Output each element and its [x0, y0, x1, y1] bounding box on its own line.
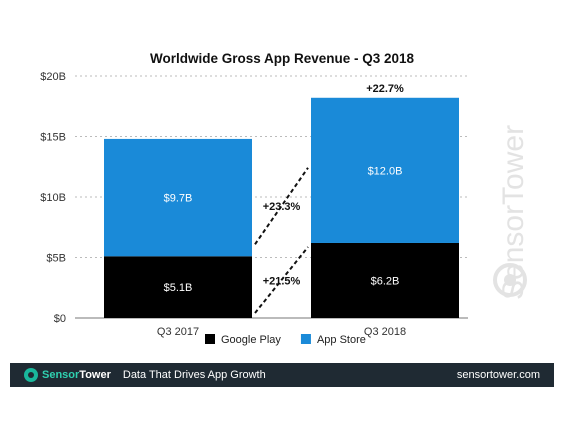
bar-data-label: $12.0B [368, 165, 403, 177]
legend: Google Play App Store [205, 334, 366, 346]
total-growth-label: +22.7% [366, 83, 404, 95]
x-axis: Q3 2017 Q3 2018 [157, 326, 406, 338]
app-store-growth-label: +23.3% [263, 201, 301, 213]
footer-brand-sensor: Sensor [42, 369, 80, 381]
y-tick-label: $0 [54, 313, 66, 325]
bar-segment [311, 97, 459, 243]
y-tick-label: $15B [40, 132, 66, 144]
sensortower-logo-icon [24, 368, 38, 382]
watermark-logo-icon [493, 263, 527, 297]
bar-segment [104, 138, 252, 257]
watermark: SensorTower [493, 125, 530, 300]
footer-banner: Sensor Tower Data That Drives App Growth… [10, 363, 554, 387]
bar-segment [104, 256, 252, 318]
footer-url[interactable]: sensortower.com [456, 369, 540, 381]
y-tick-label: $20B [40, 71, 66, 83]
legend-label: Google Play [221, 334, 281, 346]
chart-title: Worldwide Gross App Revenue - Q3 2018 [150, 51, 415, 66]
footer-brand-tower: Tower [79, 369, 111, 381]
legend-swatch [205, 334, 215, 344]
bar-data-label: $6.2B [371, 275, 400, 287]
chart: Worldwide Gross App Revenue - Q3 2018 $0… [40, 51, 530, 346]
bar-segment [311, 242, 459, 318]
watermark-text: SensorTower [497, 125, 530, 300]
growth-annotations: +21.5% +23.3% +22.7% [254, 83, 404, 314]
x-tick-label: Q3 2017 [157, 326, 199, 338]
google-play-growth-connector [254, 246, 309, 314]
app-store-growth-connector [254, 167, 309, 245]
x-tick-label: Q3 2018 [364, 326, 406, 338]
legend-label: App Store [317, 334, 366, 346]
y-tick-label: $10B [40, 192, 66, 204]
bars: $5.1B $9.7B $6.2B $12.0B [104, 97, 459, 318]
y-axis: $0 $5B $10B $15B $20B [40, 71, 66, 325]
bar-data-label: $5.1B [164, 282, 193, 294]
google-play-growth-label: +21.5% [263, 275, 301, 287]
legend-swatch [300, 334, 311, 344]
bar-data-label: $9.7B [164, 193, 193, 205]
footer-tagline: Data That Drives App Growth [122, 369, 266, 381]
y-tick-label: $5B [46, 253, 66, 265]
